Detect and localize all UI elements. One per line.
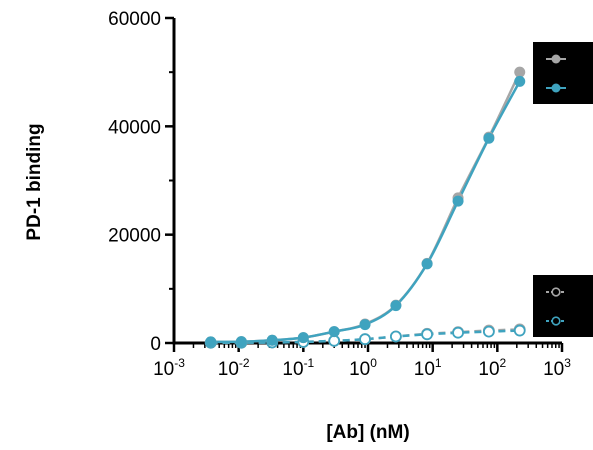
curves (210, 71, 521, 344)
y-tick-label: 60000 (108, 9, 161, 30)
x-tick-base: 10 (349, 359, 370, 380)
data-points (204, 66, 526, 349)
legend-marker-2 (551, 287, 561, 297)
series-1-point (359, 319, 371, 331)
series-3-point (389, 330, 402, 343)
series-3-point (328, 334, 341, 347)
y-axis-title: PD-1 binding (24, 123, 45, 240)
series-1-point (421, 258, 433, 270)
legend-box (533, 42, 593, 104)
x-tick-base: 10 (478, 359, 499, 380)
x-tick-label: 10-2 (218, 356, 250, 380)
series-1-point (235, 336, 247, 348)
x-tick-label: 10-1 (282, 356, 314, 380)
x-tick-exponent: -2 (239, 356, 250, 370)
x-tick-exponent: 1 (435, 356, 442, 370)
x-tick-exponent: 3 (564, 356, 571, 370)
y-tick-label: 20000 (108, 226, 161, 247)
x-tick-label: 101 (414, 356, 442, 380)
series-1-point (297, 332, 309, 344)
series-1-point (390, 300, 402, 312)
series-1-point (205, 336, 217, 348)
series-0-curve (210, 71, 521, 344)
x-tick-label: 10-3 (153, 356, 185, 380)
y-tick-label: 0 (150, 334, 161, 355)
series-1-point (514, 75, 526, 87)
legend-marker-3 (551, 316, 561, 326)
series-1-point (328, 326, 340, 338)
series-1-point (266, 334, 278, 346)
x-tick-exponent: 2 (500, 356, 507, 370)
legend (533, 42, 593, 337)
x-tick-exponent: -1 (304, 356, 315, 370)
x-axis-title: [Ab] (nM) (326, 422, 409, 443)
x-tick-base: 10 (282, 359, 303, 380)
x-tick-base: 10 (218, 359, 239, 380)
series-3-point (452, 326, 464, 339)
x-tick-exponent: -3 (174, 356, 185, 370)
series-1-curve (210, 80, 521, 344)
x-tick-label: 100 (349, 356, 377, 380)
legend-marker-0 (551, 54, 561, 64)
series-0-point (514, 66, 526, 78)
x-tick-label: 103 (543, 356, 571, 380)
x-tick-label: 102 (478, 356, 506, 380)
x-tick-base: 10 (153, 359, 174, 380)
y-tick-label: 40000 (108, 117, 161, 138)
x-tick-base: 10 (543, 359, 564, 380)
series-3-point (513, 324, 526, 337)
legend-marker-1 (551, 83, 561, 93)
series-1-point (452, 195, 464, 207)
series-3-point (421, 328, 433, 341)
series-1-point (483, 132, 495, 144)
legend-box (533, 275, 593, 337)
series-3-point (359, 333, 371, 346)
series-3-point (482, 325, 495, 338)
x-tick-base: 10 (414, 359, 435, 380)
series-3-curve (210, 329, 520, 344)
x-tick-exponent: 0 (370, 356, 377, 370)
